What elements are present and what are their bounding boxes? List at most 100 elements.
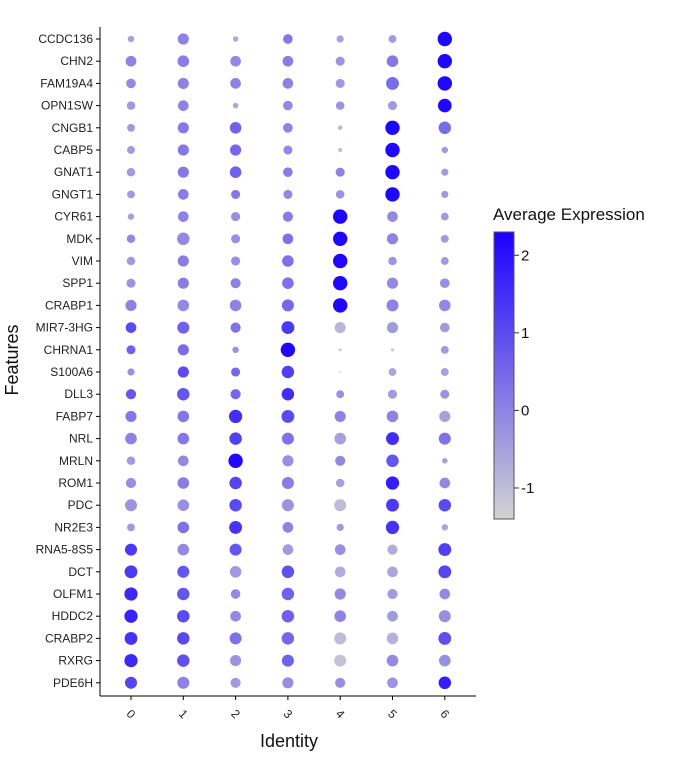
dot-dct-6 bbox=[438, 565, 452, 579]
dot-gnat1-6 bbox=[441, 168, 449, 176]
dot-crabp2-0 bbox=[124, 631, 138, 645]
dot-chrna1-5 bbox=[390, 348, 395, 352]
dot-fam19a4-0 bbox=[126, 78, 136, 89]
y-tick-label: CYR61 bbox=[54, 210, 93, 224]
dot-rom1-2 bbox=[229, 476, 242, 490]
dot-cyr61-2 bbox=[231, 212, 241, 222]
dots-layer bbox=[124, 31, 452, 690]
dot-cabp5-4 bbox=[338, 147, 343, 153]
y-tick-label: RNA5-8S5 bbox=[36, 543, 94, 557]
dot-crabp2-1 bbox=[177, 632, 190, 645]
dot-hddc2-5 bbox=[387, 610, 398, 622]
dot-ccdc136-5 bbox=[388, 35, 397, 43]
y-tick-label: OLFM1 bbox=[53, 587, 93, 601]
y-tick-label: CHRNA1 bbox=[44, 343, 94, 357]
dot-dll3-3 bbox=[281, 387, 295, 401]
dot-opn1sw-6 bbox=[437, 98, 452, 113]
dot-pdc-0 bbox=[124, 499, 138, 512]
y-tick-label: MDK bbox=[66, 232, 93, 246]
dot-crabp1-3 bbox=[281, 299, 294, 312]
y-axis-title: Features bbox=[2, 324, 22, 395]
dot-dll3-4 bbox=[336, 390, 345, 399]
dot-chn2-5 bbox=[386, 55, 399, 67]
dot-mir7-3hg-4 bbox=[334, 322, 346, 334]
dot-crabp1-4 bbox=[333, 298, 348, 313]
dot-s100a6-4 bbox=[339, 370, 342, 374]
dot-spp1-1 bbox=[177, 277, 189, 289]
dot-nrl-0 bbox=[125, 432, 137, 445]
y-tick-label: ROM1 bbox=[58, 476, 93, 490]
y-tick-label: FAM19A4 bbox=[40, 76, 93, 90]
dot-hddc2-2 bbox=[230, 610, 241, 622]
dot-olfm1-0 bbox=[124, 587, 138, 601]
dot-fam19a4-2 bbox=[230, 78, 241, 89]
dot-gngt1-3 bbox=[283, 189, 293, 199]
dot-mdk-4 bbox=[333, 231, 348, 246]
legend: Average Expression 2 1 0 -1 bbox=[493, 205, 645, 520]
dot-mrln-0 bbox=[126, 456, 136, 466]
dot-cabp5-5 bbox=[385, 142, 400, 158]
dot-chn2-3 bbox=[282, 55, 294, 67]
y-tick-label: HDDC2 bbox=[52, 609, 94, 623]
dot-s100a6-1 bbox=[177, 366, 189, 378]
dot-mdk-1 bbox=[177, 232, 190, 246]
dot-pde6h-3 bbox=[282, 677, 294, 689]
dot-gngt1-0 bbox=[127, 190, 135, 199]
y-tick-label: CHN2 bbox=[60, 54, 93, 68]
dot-s100a6-5 bbox=[388, 368, 397, 376]
dot-chrna1-4 bbox=[338, 348, 342, 352]
dot-mrln-3 bbox=[282, 455, 294, 467]
dot-chrna1-1 bbox=[177, 344, 189, 356]
dot-rom1-0 bbox=[125, 477, 137, 489]
dot-fam19a4-6 bbox=[437, 76, 452, 91]
dot-nrl-5 bbox=[386, 432, 399, 446]
dot-rxrg-2 bbox=[230, 655, 242, 667]
dot-spp1-3 bbox=[282, 277, 294, 290]
dot-pde6h-0 bbox=[124, 676, 138, 689]
dot-fam19a4-4 bbox=[335, 78, 345, 88]
y-tick-label: SPP1 bbox=[62, 276, 93, 290]
dot-mdk-5 bbox=[386, 233, 399, 245]
dot-cyr61-4 bbox=[333, 209, 348, 224]
dot-opn1sw-0 bbox=[126, 101, 136, 110]
legend-ticks: 2 1 0 -1 bbox=[514, 247, 534, 497]
y-tick-label: FABP7 bbox=[56, 409, 94, 423]
dot-olfm1-5 bbox=[387, 588, 398, 600]
y-tick-label: RXRG bbox=[58, 654, 93, 668]
y-tick-label: VIM bbox=[72, 254, 93, 268]
dot-gnat1-0 bbox=[126, 167, 136, 177]
dot-cabp5-3 bbox=[283, 145, 293, 155]
dot-spp1-6 bbox=[439, 278, 450, 289]
y-tick-label: MRLN bbox=[59, 454, 93, 468]
dot-nrl-3 bbox=[281, 432, 294, 445]
dot-olfm1-2 bbox=[230, 589, 241, 599]
dot-cabp5-0 bbox=[127, 146, 135, 154]
legend-tick-label: -1 bbox=[521, 480, 534, 497]
dot-pdc-2 bbox=[229, 498, 242, 512]
y-tick-label: PDC bbox=[68, 498, 94, 512]
y-tick-label: CABP5 bbox=[54, 143, 94, 157]
dot-fabp7-4 bbox=[334, 410, 346, 422]
dot-nr2e3-6 bbox=[441, 524, 449, 531]
y-tick-labels: CCDC136 CHN2 FAM19A4 OPN1SW CNGB1 CABP5 GNAT1 G… bbox=[36, 32, 100, 690]
dot-fam19a4-3 bbox=[282, 78, 294, 89]
dot-s100a6-0 bbox=[127, 368, 135, 376]
dot-crabp1-1 bbox=[177, 299, 190, 312]
dot-cngb1-0 bbox=[127, 123, 135, 132]
dot-vim-1 bbox=[177, 255, 189, 267]
dot-rxrg-3 bbox=[281, 654, 294, 667]
y-tick-label: CNGB1 bbox=[52, 121, 94, 135]
dot-gngt1-4 bbox=[335, 190, 345, 199]
dot-dct-5 bbox=[387, 566, 398, 578]
dot-nrl-4 bbox=[334, 432, 347, 445]
dot-rna5-8s5-1 bbox=[177, 543, 190, 556]
dot-olfm1-6 bbox=[439, 588, 451, 600]
dot-vim-2 bbox=[231, 256, 241, 266]
dot-rxrg-0 bbox=[124, 653, 138, 668]
dot-rna5-8s5-6 bbox=[438, 543, 452, 557]
dot-fam19a4-1 bbox=[177, 77, 189, 89]
dot-mir7-3hg-5 bbox=[386, 322, 399, 334]
dot-cyr61-1 bbox=[177, 211, 189, 222]
dot-vim-0 bbox=[126, 256, 136, 266]
dot-cngb1-6 bbox=[438, 121, 452, 135]
